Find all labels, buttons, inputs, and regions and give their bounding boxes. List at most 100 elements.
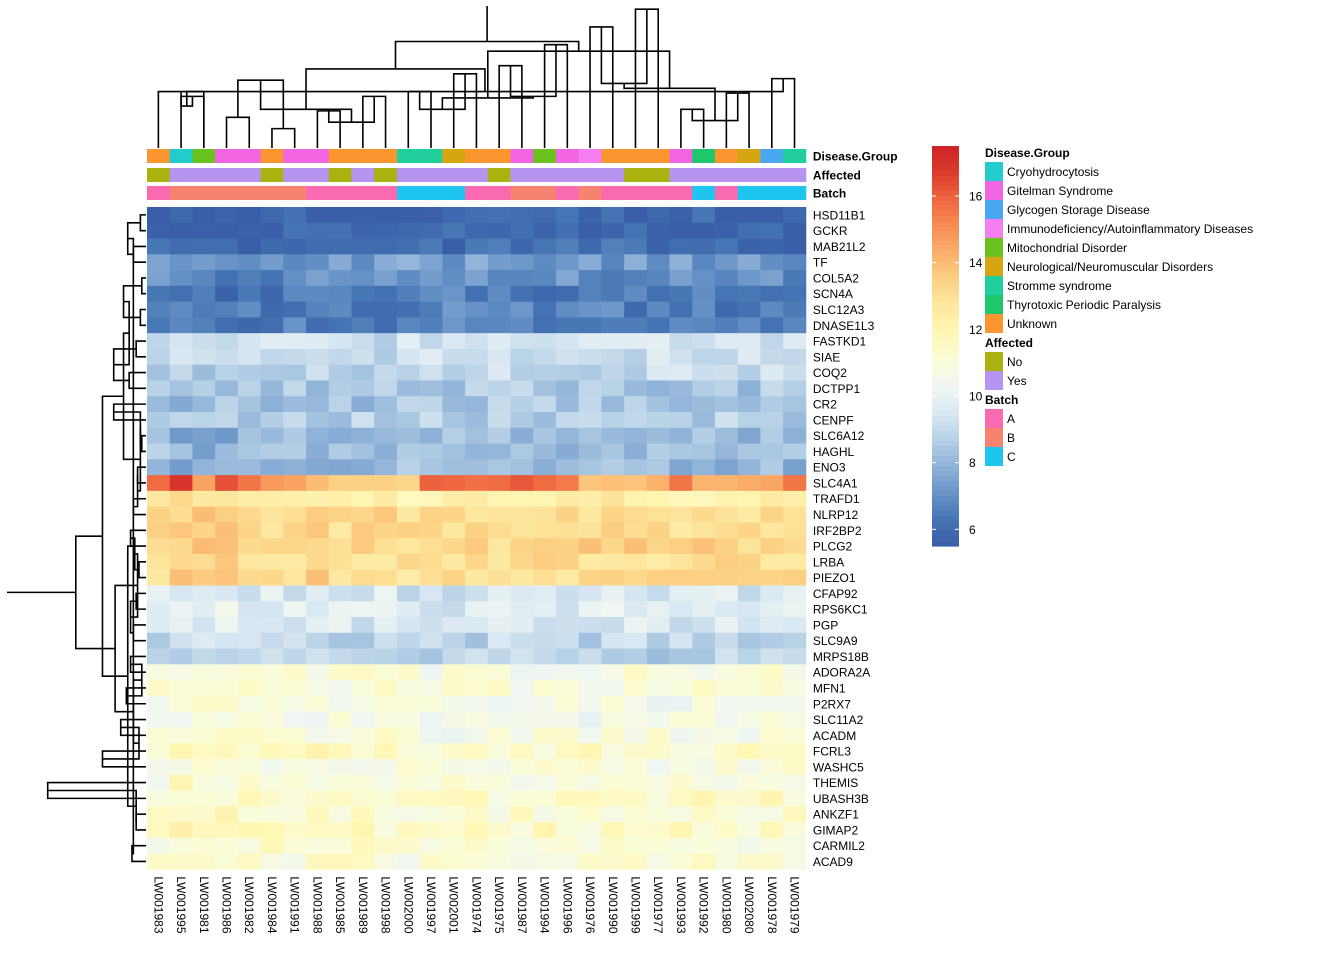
heatmap-cell bbox=[260, 285, 284, 303]
heatmap-cell bbox=[533, 774, 557, 791]
heatmap-cell bbox=[646, 475, 670, 492]
heatmap-cell bbox=[351, 664, 375, 681]
heatmap-cell bbox=[578, 632, 602, 649]
heatmap-cell bbox=[192, 443, 216, 460]
heatmap-cell bbox=[715, 648, 739, 665]
heatmap-cell bbox=[169, 853, 193, 870]
heatmap-cell bbox=[487, 822, 511, 839]
heatmap-cell bbox=[624, 632, 648, 649]
heatmap-cell bbox=[328, 774, 352, 791]
heatmap-cell bbox=[283, 333, 307, 350]
heatmap-cell bbox=[351, 617, 375, 634]
heatmap-cell bbox=[283, 490, 307, 508]
heatmap-cell bbox=[669, 427, 693, 444]
heatmap-cell bbox=[396, 254, 421, 271]
heatmap-cell bbox=[510, 538, 534, 555]
heatmap-cell bbox=[510, 632, 534, 649]
heatmap-cell bbox=[487, 412, 511, 429]
heatmap-cell bbox=[419, 412, 443, 429]
heatmap-cell bbox=[306, 648, 330, 665]
heatmap-cell bbox=[578, 522, 602, 539]
heatmap-cell bbox=[328, 443, 352, 460]
heatmap-cell bbox=[283, 743, 307, 760]
heatmap-cell bbox=[169, 270, 193, 287]
annotation-cell bbox=[283, 186, 307, 200]
heatmap-cell bbox=[760, 538, 784, 555]
color-scale-band bbox=[932, 446, 959, 452]
heatmap-cell bbox=[760, 475, 784, 492]
annotation-cell bbox=[283, 149, 307, 163]
heatmap-cell bbox=[306, 380, 330, 397]
heatmap-cell bbox=[555, 664, 580, 681]
legend-swatch bbox=[985, 314, 1003, 333]
heatmap-cell bbox=[169, 553, 193, 571]
legend-item-label: No bbox=[1007, 355, 1023, 369]
heatmap-cell bbox=[306, 333, 330, 350]
sample-label: LW001983 bbox=[151, 876, 165, 933]
heatmap-cell bbox=[442, 743, 466, 760]
heatmap-cell bbox=[533, 601, 557, 618]
heatmap-cell bbox=[783, 743, 807, 760]
heatmap-cell bbox=[760, 664, 784, 681]
heatmap-cell bbox=[601, 774, 625, 791]
heatmap-cell bbox=[169, 364, 193, 381]
legend-swatch bbox=[985, 200, 1003, 219]
sample-label: LW001978 bbox=[765, 876, 779, 933]
heatmap-cell bbox=[624, 758, 648, 776]
heatmap-cell bbox=[578, 553, 602, 571]
heatmap-cell bbox=[737, 743, 761, 760]
heatmap-cell bbox=[601, 680, 625, 697]
heatmap-cell bbox=[260, 364, 284, 381]
heatmap-cell bbox=[351, 522, 375, 539]
heatmap-cell bbox=[465, 758, 489, 776]
row-dendrogram bbox=[7, 214, 146, 863]
heatmap-cell bbox=[555, 427, 580, 444]
heatmap-cell bbox=[737, 664, 761, 681]
sample-label: LW001997 bbox=[424, 876, 438, 933]
gene-label: GIMAP2 bbox=[813, 823, 859, 837]
heatmap-cell bbox=[760, 853, 784, 870]
heatmap-cell bbox=[692, 569, 716, 586]
sample-label: LW001977 bbox=[651, 876, 665, 933]
annotation-cell bbox=[374, 168, 398, 182]
heatmap-cell bbox=[783, 222, 807, 239]
annotation-cell bbox=[692, 149, 716, 163]
heatmap-cell bbox=[306, 774, 330, 791]
heatmap-cell bbox=[306, 664, 330, 681]
color-scale-band bbox=[932, 286, 959, 292]
heatmap-cell bbox=[306, 285, 330, 303]
heatmap-cell bbox=[510, 522, 534, 539]
heatmap-cell bbox=[192, 412, 216, 429]
heatmap-cell bbox=[692, 648, 716, 665]
heatmap-cell bbox=[715, 222, 739, 239]
dendrogram-branch bbox=[498, 64, 523, 148]
annotation-cell bbox=[192, 168, 216, 182]
heatmap-cell bbox=[692, 664, 716, 681]
heatmap-cell bbox=[487, 585, 511, 602]
heatmap-cell bbox=[374, 553, 398, 571]
heatmap-cell bbox=[396, 853, 421, 870]
color-scale-band bbox=[932, 301, 959, 307]
legend-item-label: A bbox=[1007, 412, 1015, 426]
heatmap-cell bbox=[555, 680, 580, 697]
gene-label: SIAE bbox=[813, 350, 840, 364]
heatmap-cell bbox=[306, 632, 330, 649]
heatmap-cell bbox=[601, 648, 625, 665]
annotation-cell bbox=[396, 149, 421, 163]
heatmap-cell bbox=[601, 427, 625, 444]
dendrogram-branch bbox=[140, 277, 146, 295]
heatmap-cell bbox=[669, 806, 693, 823]
heatmap-cell bbox=[351, 837, 375, 854]
heatmap-cell bbox=[533, 317, 557, 334]
heatmap-cell bbox=[374, 333, 398, 350]
heatmap-cell bbox=[351, 743, 375, 760]
legend-swatch bbox=[985, 276, 1003, 295]
heatmap-cell bbox=[760, 774, 784, 791]
heatmap-cell bbox=[147, 632, 171, 649]
heatmap-cell bbox=[601, 270, 625, 287]
heatmap-cell bbox=[237, 459, 261, 476]
heatmap-cell bbox=[669, 774, 693, 791]
heatmap-cell bbox=[442, 270, 466, 287]
heatmap-cell bbox=[147, 459, 171, 476]
annotation-cell bbox=[783, 186, 807, 200]
